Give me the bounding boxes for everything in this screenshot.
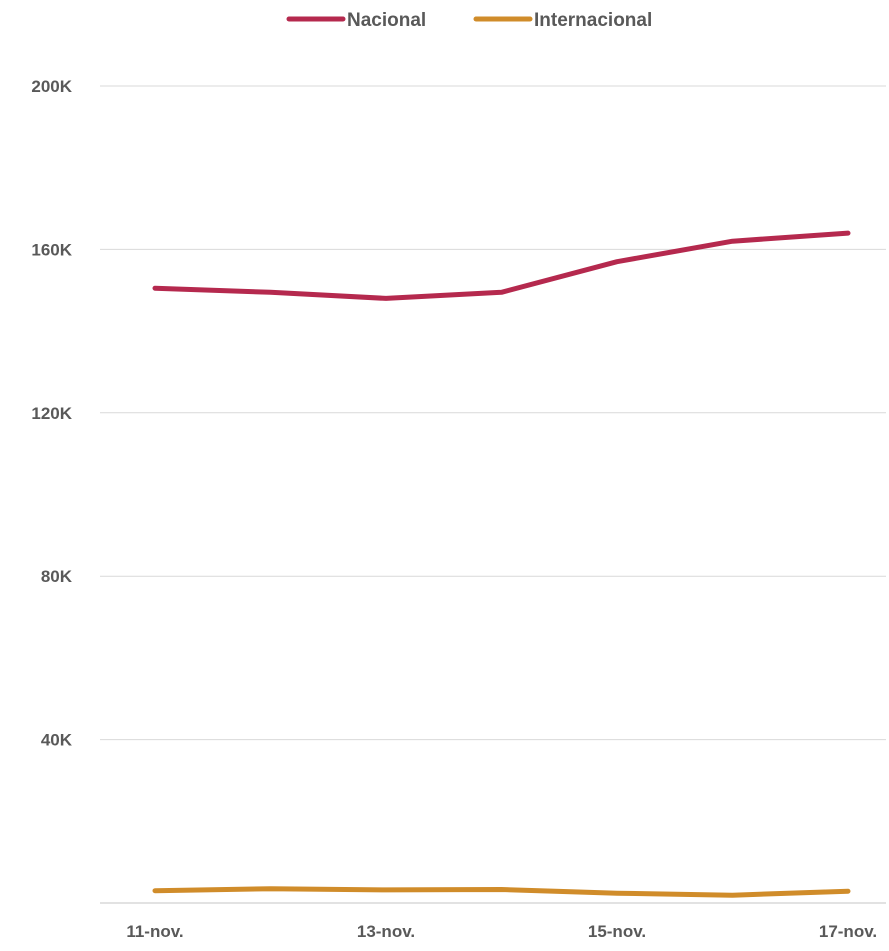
x-tick-label: 13-nov. <box>357 922 415 941</box>
x-tick-label: 17-nov. <box>819 922 877 941</box>
series <box>152 230 851 898</box>
y-tick-label: 120K <box>31 404 72 423</box>
legend-label-nacional: Nacional <box>347 10 426 31</box>
gridlines <box>100 85 886 741</box>
y-axis: 40K 80K 120K 160K 200K <box>31 77 72 750</box>
y-tick-label: 40K <box>41 731 73 750</box>
legend: Nacional Internacional <box>286 10 652 31</box>
x-tick-label: 15-nov. <box>588 922 646 941</box>
y-tick-label: 80K <box>41 567 73 586</box>
legend-label-internacional: Internacional <box>534 10 652 31</box>
x-axis: 11-nov. 13-nov. 15-nov. 17-nov. <box>100 902 886 941</box>
y-tick-label: 160K <box>31 240 72 259</box>
series-line-internacional <box>152 886 851 898</box>
y-tick-label: 200K <box>31 77 72 96</box>
x-tick-label: 11-nov. <box>126 922 183 941</box>
series-line-nacional <box>152 230 851 301</box>
